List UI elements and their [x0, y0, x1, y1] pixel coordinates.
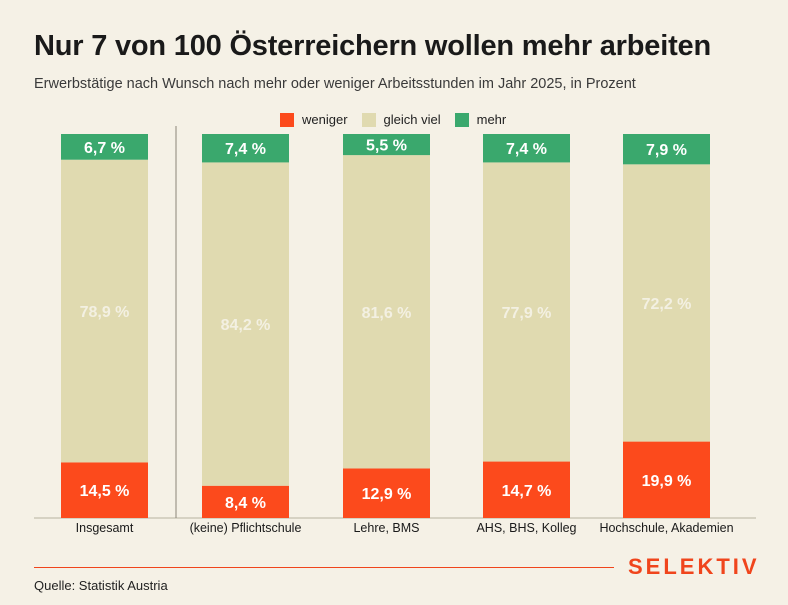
data-label-gleich-viel: 72,2 % [642, 296, 692, 313]
category-label: Insgesamt [76, 521, 134, 535]
bar-segment-weniger [202, 485, 289, 518]
bar-segment-weniger [483, 461, 570, 518]
data-label-gleich-viel: 81,6 % [362, 305, 412, 322]
data-label-mehr: 6,7 % [84, 140, 125, 157]
category-label: (keine) Pflichtschule [190, 521, 302, 535]
category-label: AHS, BHS, Kolleg [476, 521, 576, 535]
bar-segment-gleich-viel [61, 159, 148, 463]
legend-item-gleich-viel: gleich viel [361, 112, 441, 127]
bar-segment-gleich-viel [483, 162, 570, 462]
legend-label-gleich-viel: gleich viel [383, 112, 441, 127]
chart-title: Nur 7 von 100 Österreichern wollen mehr … [34, 30, 711, 62]
category-label: Hochschule, Akademien [599, 521, 733, 535]
bar-segment-mehr [483, 134, 570, 163]
data-label-mehr: 5,5 % [366, 138, 407, 155]
bar-segment-weniger [623, 441, 710, 518]
data-label-weniger: 12,9 % [362, 486, 412, 503]
data-label-weniger: 19,9 % [642, 473, 692, 490]
data-label-gleich-viel: 77,9 % [502, 305, 552, 322]
bar-segment-mehr [343, 134, 430, 156]
data-label-weniger: 8,4 % [225, 495, 266, 512]
data-label-weniger: 14,7 % [502, 483, 552, 500]
data-label-mehr: 7,9 % [646, 142, 687, 159]
legend-item-weniger: weniger [280, 112, 348, 127]
bar-segment-weniger [61, 462, 148, 518]
legend: weniger gleich viel mehr [280, 112, 506, 127]
source-note: Quelle: Statistik Austria [34, 578, 168, 593]
data-label-gleich-viel: 84,2 % [221, 317, 271, 334]
data-label-mehr: 7,4 % [225, 141, 266, 158]
legend-swatch-weniger [280, 112, 294, 127]
data-label-gleich-viel: 78,9 % [80, 304, 130, 321]
chart-subtitle: Erwerbstätige nach Wunsch nach mehr oder… [34, 76, 636, 92]
data-label-mehr: 7,4 % [506, 141, 547, 158]
legend-swatch-mehr [454, 112, 469, 127]
legend-item-mehr: mehr [454, 112, 507, 127]
data-label-weniger: 14,5 % [80, 483, 130, 500]
footer-rule [34, 567, 614, 568]
category-label: Lehre, BMS [353, 521, 419, 535]
bar-segment-gleich-viel [343, 155, 430, 469]
bar-segment-mehr [202, 134, 289, 163]
bar-segment-gleich-viel [202, 162, 289, 486]
bar-segment-mehr [61, 134, 148, 160]
bar-segment-gleich-viel [623, 164, 710, 442]
brand-logo: SELEKTIV [628, 554, 760, 579]
legend-swatch-gleich-viel [361, 112, 376, 127]
legend-label-weniger: weniger [302, 112, 348, 127]
bar-segment-weniger [343, 468, 430, 518]
legend-label-mehr: mehr [476, 112, 507, 127]
bar-segment-mehr [623, 134, 710, 165]
